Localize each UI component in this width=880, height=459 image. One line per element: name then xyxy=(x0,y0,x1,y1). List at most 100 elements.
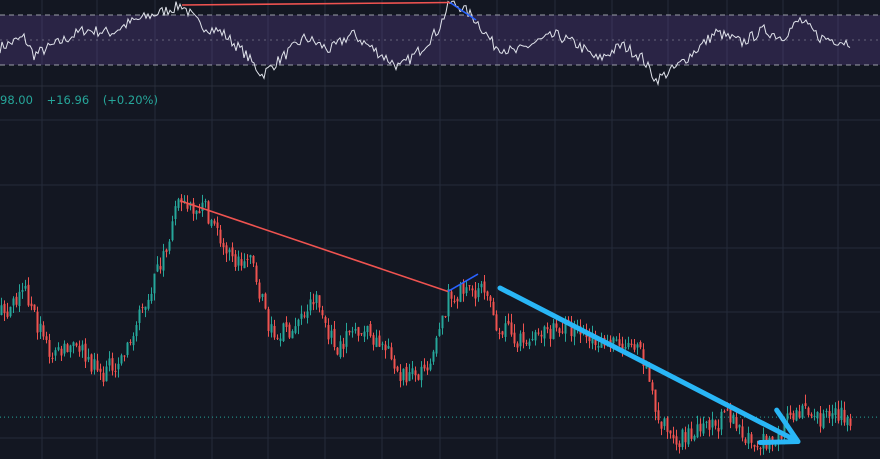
candle-body xyxy=(324,317,327,323)
candle-body xyxy=(438,329,441,336)
candle-body xyxy=(675,436,678,445)
candle-body xyxy=(249,255,252,258)
candle-body xyxy=(318,295,321,308)
candle-body xyxy=(174,206,177,220)
candle-body xyxy=(597,345,600,348)
candle-body xyxy=(609,339,612,345)
downtrend-arrow xyxy=(497,285,801,445)
candle-body xyxy=(417,374,420,380)
candle-body xyxy=(612,337,615,344)
candle-body xyxy=(321,310,324,316)
candle-body xyxy=(501,331,504,335)
candle-body xyxy=(465,287,468,294)
candle-body xyxy=(195,210,198,215)
candle-body xyxy=(348,330,351,333)
price-panel[interactable] xyxy=(0,194,880,456)
candle-body xyxy=(669,430,672,434)
candle-body xyxy=(261,294,264,297)
candle-body xyxy=(114,370,117,372)
candle-body xyxy=(117,363,120,370)
candle-body xyxy=(345,331,348,347)
candle-body xyxy=(0,305,3,316)
candle-body xyxy=(3,303,6,314)
candle-body xyxy=(411,368,414,375)
candle-body xyxy=(123,355,126,357)
candle-body xyxy=(237,256,240,266)
oscillator-panel[interactable] xyxy=(0,0,880,87)
candle-body xyxy=(147,299,150,309)
candle-body xyxy=(282,323,285,342)
candle-body xyxy=(777,432,780,445)
candle-body xyxy=(102,372,105,382)
candle-body xyxy=(684,432,687,443)
candle-body xyxy=(507,320,510,324)
candle-body xyxy=(558,328,561,333)
candle-body xyxy=(192,202,195,214)
candle-body xyxy=(30,303,33,307)
candle-body xyxy=(90,354,93,372)
candle-body xyxy=(444,316,447,318)
candle-body xyxy=(624,347,627,349)
candle-body xyxy=(273,325,276,338)
candle-body xyxy=(561,331,564,333)
candle-body xyxy=(93,359,96,370)
candle-body xyxy=(447,289,450,317)
candle-body xyxy=(534,332,537,341)
candle-body xyxy=(339,341,342,357)
candle-body xyxy=(483,281,486,293)
candle-body xyxy=(96,360,99,371)
candle-body xyxy=(666,418,669,432)
candle-body xyxy=(306,311,309,318)
candle-body xyxy=(801,405,804,418)
candle-body xyxy=(45,336,48,340)
candle-body xyxy=(405,366,408,383)
candle-body xyxy=(177,199,180,208)
candle-body xyxy=(342,343,345,349)
candle-body xyxy=(162,251,165,271)
candle-body xyxy=(78,345,81,352)
candle-body xyxy=(279,338,282,341)
candle-body xyxy=(309,299,312,311)
candle-body xyxy=(552,323,555,340)
candle-body xyxy=(543,326,546,339)
candle-body xyxy=(9,306,12,317)
candle-body xyxy=(828,411,831,417)
candle-body xyxy=(696,424,699,438)
candle-body xyxy=(564,321,567,334)
candle-body xyxy=(453,300,456,302)
candle-body xyxy=(435,337,438,354)
candle-body xyxy=(240,259,243,266)
candle-body xyxy=(15,296,18,305)
candle-body xyxy=(825,411,828,413)
candle-body xyxy=(513,332,516,344)
candle-body xyxy=(126,342,129,355)
candle-body xyxy=(315,294,318,304)
candle-body xyxy=(570,322,573,337)
candle-body xyxy=(639,341,642,348)
candle-body xyxy=(456,298,459,302)
candle-body xyxy=(423,364,426,369)
candle-body xyxy=(87,356,90,360)
candle-body xyxy=(288,324,291,338)
candle-body xyxy=(270,324,273,333)
candle-body xyxy=(636,344,639,348)
candle-body xyxy=(333,328,336,348)
candle-body xyxy=(618,339,621,346)
oscillator-trendline-red xyxy=(181,1,451,6)
candle-body xyxy=(741,426,744,438)
candle-body xyxy=(144,306,147,310)
candle-body xyxy=(807,407,810,416)
candle-body xyxy=(231,247,234,257)
candle-body xyxy=(660,421,663,429)
candle-body xyxy=(459,284,462,302)
candle-body xyxy=(132,336,135,346)
candle-body xyxy=(537,332,540,334)
candle-body xyxy=(369,324,372,336)
candle-body xyxy=(495,314,498,331)
candle-body xyxy=(651,382,654,391)
candle-body xyxy=(786,413,789,420)
candle-body xyxy=(69,345,72,353)
candle-body xyxy=(516,343,519,348)
candle-body xyxy=(180,198,183,203)
